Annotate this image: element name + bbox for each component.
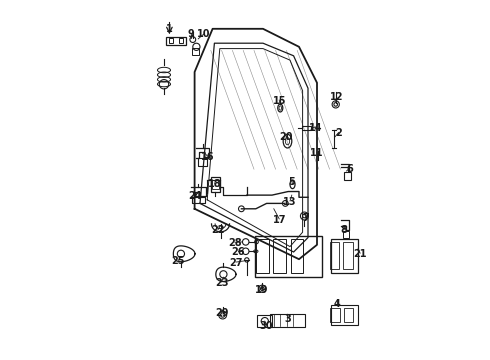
Text: 5: 5: [289, 177, 295, 187]
Bar: [343, 242, 353, 269]
Bar: [257, 315, 272, 327]
Text: 26: 26: [231, 247, 245, 257]
Text: 21: 21: [353, 249, 367, 259]
Text: 2: 2: [335, 128, 342, 138]
Text: 1: 1: [166, 24, 173, 34]
Text: 17: 17: [272, 215, 286, 225]
Bar: [270, 314, 305, 327]
Text: 4: 4: [333, 299, 340, 309]
Text: 7: 7: [303, 213, 310, 223]
Text: 23: 23: [215, 278, 228, 288]
Text: 14: 14: [308, 123, 322, 133]
Bar: [212, 180, 219, 189]
Text: 3: 3: [285, 314, 292, 324]
Bar: [302, 126, 312, 130]
Bar: [255, 236, 321, 277]
Bar: [166, 37, 186, 45]
Text: 29: 29: [215, 308, 228, 318]
Text: 20: 20: [280, 132, 293, 142]
Text: 25: 25: [172, 256, 185, 266]
Text: 11: 11: [310, 148, 324, 158]
Bar: [273, 239, 286, 274]
Text: 22: 22: [211, 225, 225, 235]
Bar: [343, 231, 349, 238]
Text: 15: 15: [272, 96, 286, 106]
Bar: [256, 239, 269, 274]
Text: 30: 30: [260, 321, 273, 331]
Text: 18: 18: [208, 179, 221, 189]
Text: 8: 8: [341, 225, 347, 235]
Bar: [330, 308, 340, 322]
Bar: [169, 38, 173, 43]
Text: 16: 16: [200, 152, 214, 162]
Text: 28: 28: [228, 238, 242, 248]
Text: 24: 24: [188, 191, 201, 201]
Bar: [192, 48, 198, 55]
Bar: [330, 305, 358, 325]
Bar: [179, 38, 183, 43]
Bar: [291, 239, 303, 274]
Bar: [344, 172, 351, 180]
Text: 27: 27: [229, 258, 243, 268]
Text: 10: 10: [197, 29, 210, 39]
Bar: [330, 242, 339, 269]
Text: 12: 12: [330, 92, 343, 102]
Bar: [211, 177, 220, 192]
Bar: [330, 239, 358, 273]
Text: 9: 9: [188, 29, 195, 39]
Text: 6: 6: [346, 164, 353, 174]
Text: 19: 19: [254, 285, 268, 295]
Text: 13: 13: [283, 197, 297, 207]
Bar: [344, 308, 353, 322]
